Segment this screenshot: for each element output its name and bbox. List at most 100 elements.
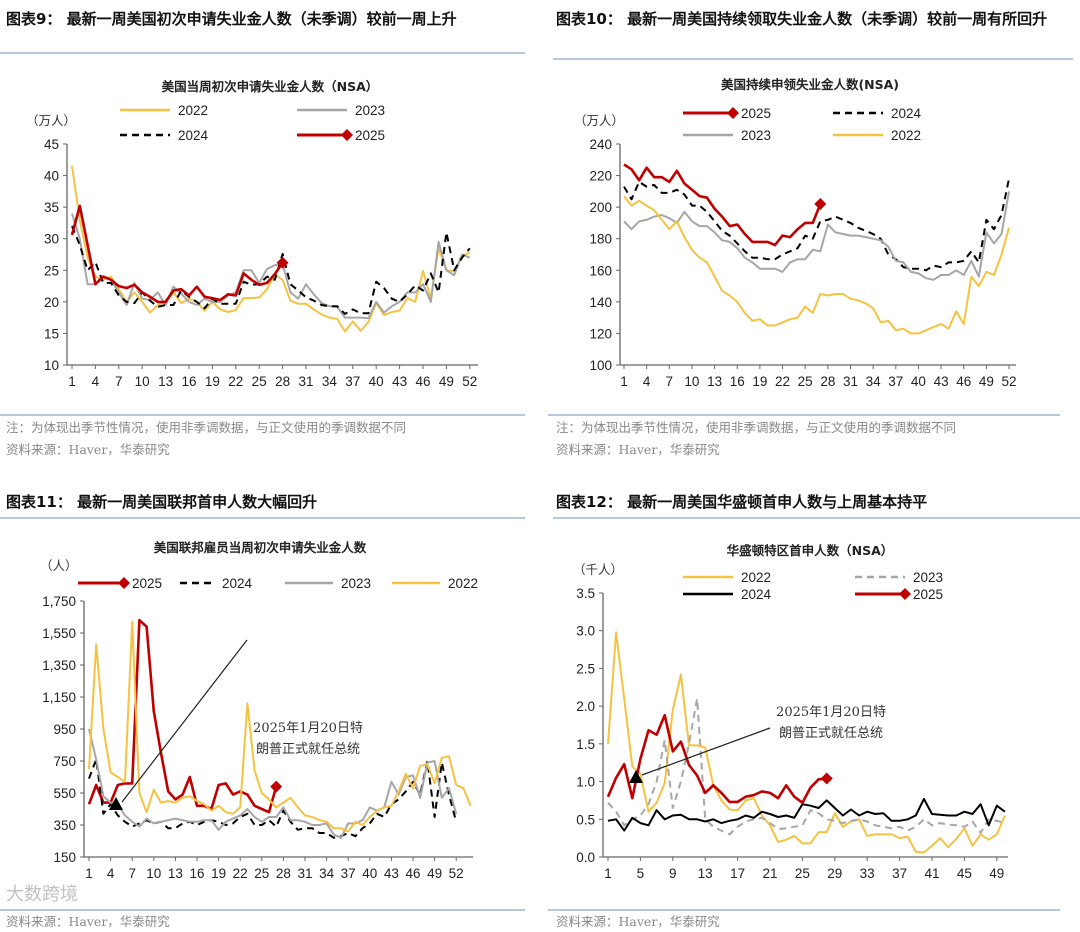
y-tick-label: 1,550 bbox=[42, 626, 76, 641]
x-tick-label: 5 bbox=[637, 866, 645, 881]
x-tick-label: 7 bbox=[115, 374, 123, 389]
x-tick-label: 37 bbox=[892, 866, 907, 881]
legend-label-2023: 2023 bbox=[341, 576, 371, 591]
x-tick-label: 10 bbox=[684, 374, 699, 389]
series-end-marker-2025 bbox=[814, 197, 827, 210]
chart-9-title: 美国当周初次申请失业金人数（NSA） bbox=[161, 79, 379, 94]
x-tick-label: 13 bbox=[168, 866, 183, 881]
series-end-marker-2025 bbox=[276, 256, 289, 269]
legend-label-2024: 2024 bbox=[178, 128, 209, 143]
divider bbox=[0, 414, 525, 416]
divider bbox=[553, 517, 1080, 519]
x-tick-label: 31 bbox=[298, 374, 313, 389]
figure-9-heading: 图表9： 最新一周美国初次申请失业金人数（未季调）较前一周上升 bbox=[6, 10, 457, 28]
y-tick-label: 40 bbox=[44, 169, 59, 184]
x-tick-label: 43 bbox=[392, 374, 407, 389]
x-tick-label: 1 bbox=[620, 374, 628, 389]
x-tick-label: 10 bbox=[135, 374, 150, 389]
legend-label-2022: 2022 bbox=[448, 576, 478, 591]
chart-11-unit: （人） bbox=[40, 558, 78, 573]
annotation-arrow bbox=[641, 727, 771, 776]
x-tick-label: 9 bbox=[669, 866, 677, 881]
legend-marker-2025 bbox=[899, 588, 911, 600]
x-tick-label: 25 bbox=[795, 866, 810, 881]
y-tick-label: 1,150 bbox=[42, 690, 76, 705]
x-tick-label: 22 bbox=[228, 374, 243, 389]
legend-marker-2025 bbox=[341, 129, 353, 141]
x-tick-label: 37 bbox=[888, 374, 903, 389]
chart-12-title: 华盛顿特区首申人数（NSA） bbox=[726, 543, 894, 558]
chart-11: 150 350 550 750 950 1,150 1,350 1,550 1,750 1 4 7 10… bbox=[42, 576, 478, 881]
chart-12-source: 资料来源：Haver，华泰研究 bbox=[556, 914, 720, 929]
x-tick-label: 13 bbox=[698, 866, 713, 881]
legend-marker-2025 bbox=[727, 107, 739, 119]
x-tick-label: 7 bbox=[666, 374, 674, 389]
series-end-marker-2025 bbox=[270, 780, 283, 793]
series-line-2022 bbox=[88, 620, 472, 833]
divider bbox=[548, 909, 1060, 911]
figure-12-heading: 图表12： 最新一周美国华盛顿首申人数与上周基本持平 bbox=[556, 493, 928, 511]
y-tick-label: 200 bbox=[589, 200, 612, 215]
series-line-2023 bbox=[88, 728, 458, 839]
y-tick-label: 15 bbox=[44, 326, 59, 341]
x-tick-label: 31 bbox=[297, 866, 312, 881]
x-tick-label: 13 bbox=[158, 374, 173, 389]
legend-label-2023: 2023 bbox=[355, 103, 385, 118]
y-tick-label: 2.0 bbox=[576, 699, 595, 714]
legend-label-2025: 2025 bbox=[355, 128, 385, 143]
chart-10-title: 美国持续申领失业金人数(NSA) bbox=[720, 77, 900, 92]
y-tick-label: 150 bbox=[53, 850, 76, 865]
x-tick-label: 7 bbox=[128, 866, 136, 881]
y-tick-label: 1,750 bbox=[42, 594, 76, 609]
annotation-triangle-icon bbox=[109, 797, 123, 810]
y-tick-label: 30 bbox=[44, 232, 59, 247]
x-tick-label: 22 bbox=[233, 866, 248, 881]
x-tick-label: 49 bbox=[989, 866, 1004, 881]
divider bbox=[548, 414, 1060, 416]
x-tick-label: 52 bbox=[449, 866, 464, 881]
chart-11-title: 美国联邦雇员当周初次申请失业金人数 bbox=[153, 540, 367, 555]
x-tick-label: 46 bbox=[415, 374, 430, 389]
x-tick-label: 19 bbox=[211, 866, 226, 881]
chart-10-note: 注：为体现出季节性情况，使用非季调数据，与正文使用的季调数据不同 bbox=[556, 420, 957, 435]
x-tick-label: 22 bbox=[775, 374, 790, 389]
annotation-triangle-icon bbox=[629, 770, 643, 783]
x-tick-label: 28 bbox=[820, 374, 835, 389]
y-tick-label: 140 bbox=[589, 295, 612, 310]
divider bbox=[0, 52, 525, 54]
legend-marker-2025 bbox=[118, 577, 130, 589]
x-tick-label: 37 bbox=[345, 374, 360, 389]
x-tick-label: 1 bbox=[85, 866, 93, 881]
y-tick-label: 1.0 bbox=[576, 775, 595, 790]
x-tick-label: 28 bbox=[275, 374, 290, 389]
divider bbox=[0, 517, 525, 519]
chart-10-source: 资料来源：Haver，华泰研究 bbox=[556, 442, 720, 457]
y-tick-label: 10 bbox=[44, 358, 59, 373]
y-tick-label: 120 bbox=[589, 326, 612, 341]
y-tick-label: 1.5 bbox=[576, 737, 595, 752]
x-tick-label: 1 bbox=[68, 374, 76, 389]
legend-label-2024: 2024 bbox=[741, 587, 772, 602]
x-tick-label: 16 bbox=[181, 374, 196, 389]
divider bbox=[553, 58, 1073, 60]
x-tick-label: 25 bbox=[252, 374, 267, 389]
series-line-2024 bbox=[71, 225, 471, 315]
y-tick-label: 1,350 bbox=[42, 658, 76, 673]
legend-label-2025: 2025 bbox=[132, 576, 162, 591]
x-tick-label: 28 bbox=[276, 866, 291, 881]
x-tick-label: 10 bbox=[146, 866, 161, 881]
y-tick-label: 100 bbox=[589, 358, 612, 373]
x-tick-label: 41 bbox=[924, 866, 939, 881]
x-tick-label: 25 bbox=[254, 866, 269, 881]
x-tick-label: 49 bbox=[439, 374, 454, 389]
series-line-2025 bbox=[606, 713, 827, 805]
x-tick-label: 4 bbox=[92, 374, 100, 389]
x-tick-label: 43 bbox=[934, 374, 949, 389]
y-tick-label: 2.5 bbox=[576, 661, 595, 676]
y-tick-label: 25 bbox=[44, 263, 59, 278]
series-line-2024 bbox=[607, 797, 1006, 832]
legend-label-2023: 2023 bbox=[741, 128, 771, 143]
y-tick-label: 35 bbox=[44, 200, 59, 215]
